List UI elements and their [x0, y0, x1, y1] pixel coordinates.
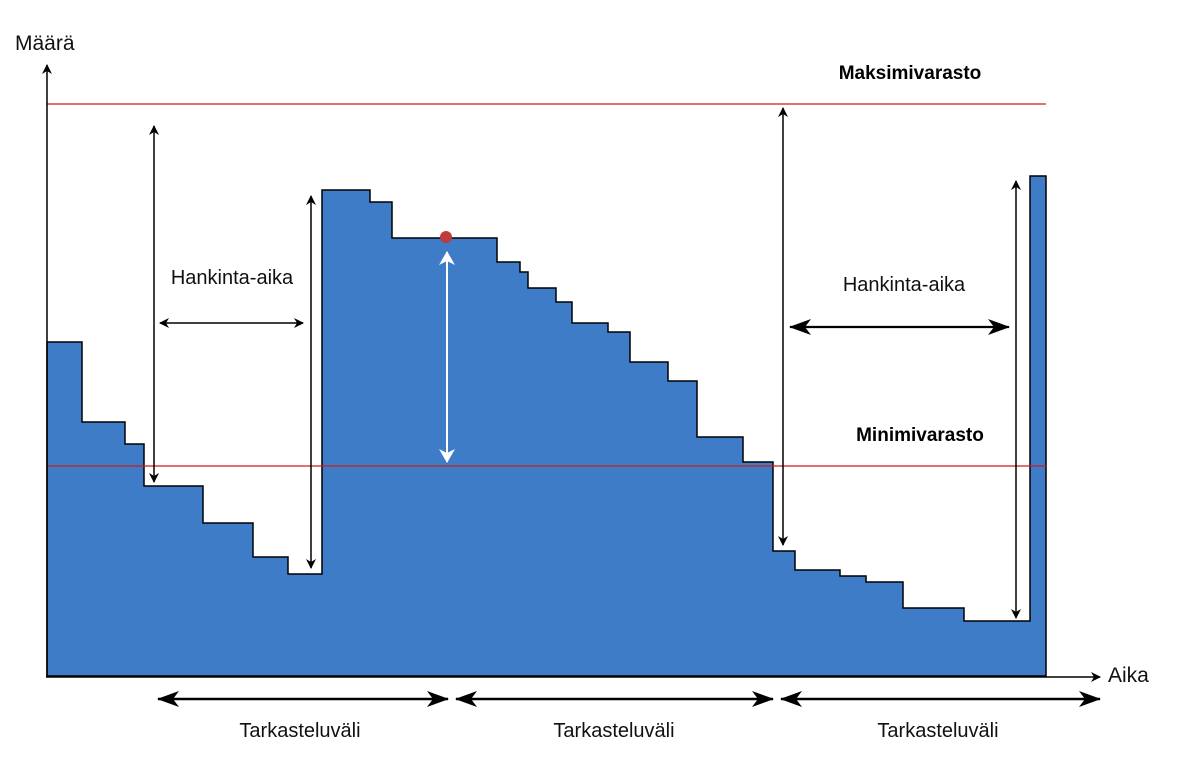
- review-period-label-2: Tarkasteluväli: [553, 720, 674, 742]
- lead-time-label-1: Hankinta-aika: [171, 267, 294, 289]
- order-point-marker: [440, 231, 452, 243]
- max-inventory-label: Maksimivarasto: [839, 63, 982, 84]
- x-axis-label: Aika: [1108, 664, 1149, 687]
- lead-time-label-2: Hankinta-aika: [843, 274, 966, 296]
- y-axis-label: Määrä: [15, 32, 75, 55]
- review-period-label-3: Tarkasteluväli: [877, 720, 998, 742]
- inventory-level-area: [46, 175, 1047, 677]
- min-inventory-label: Minimivarasto: [856, 425, 984, 446]
- review-period-label-1: Tarkasteluväli: [239, 720, 360, 742]
